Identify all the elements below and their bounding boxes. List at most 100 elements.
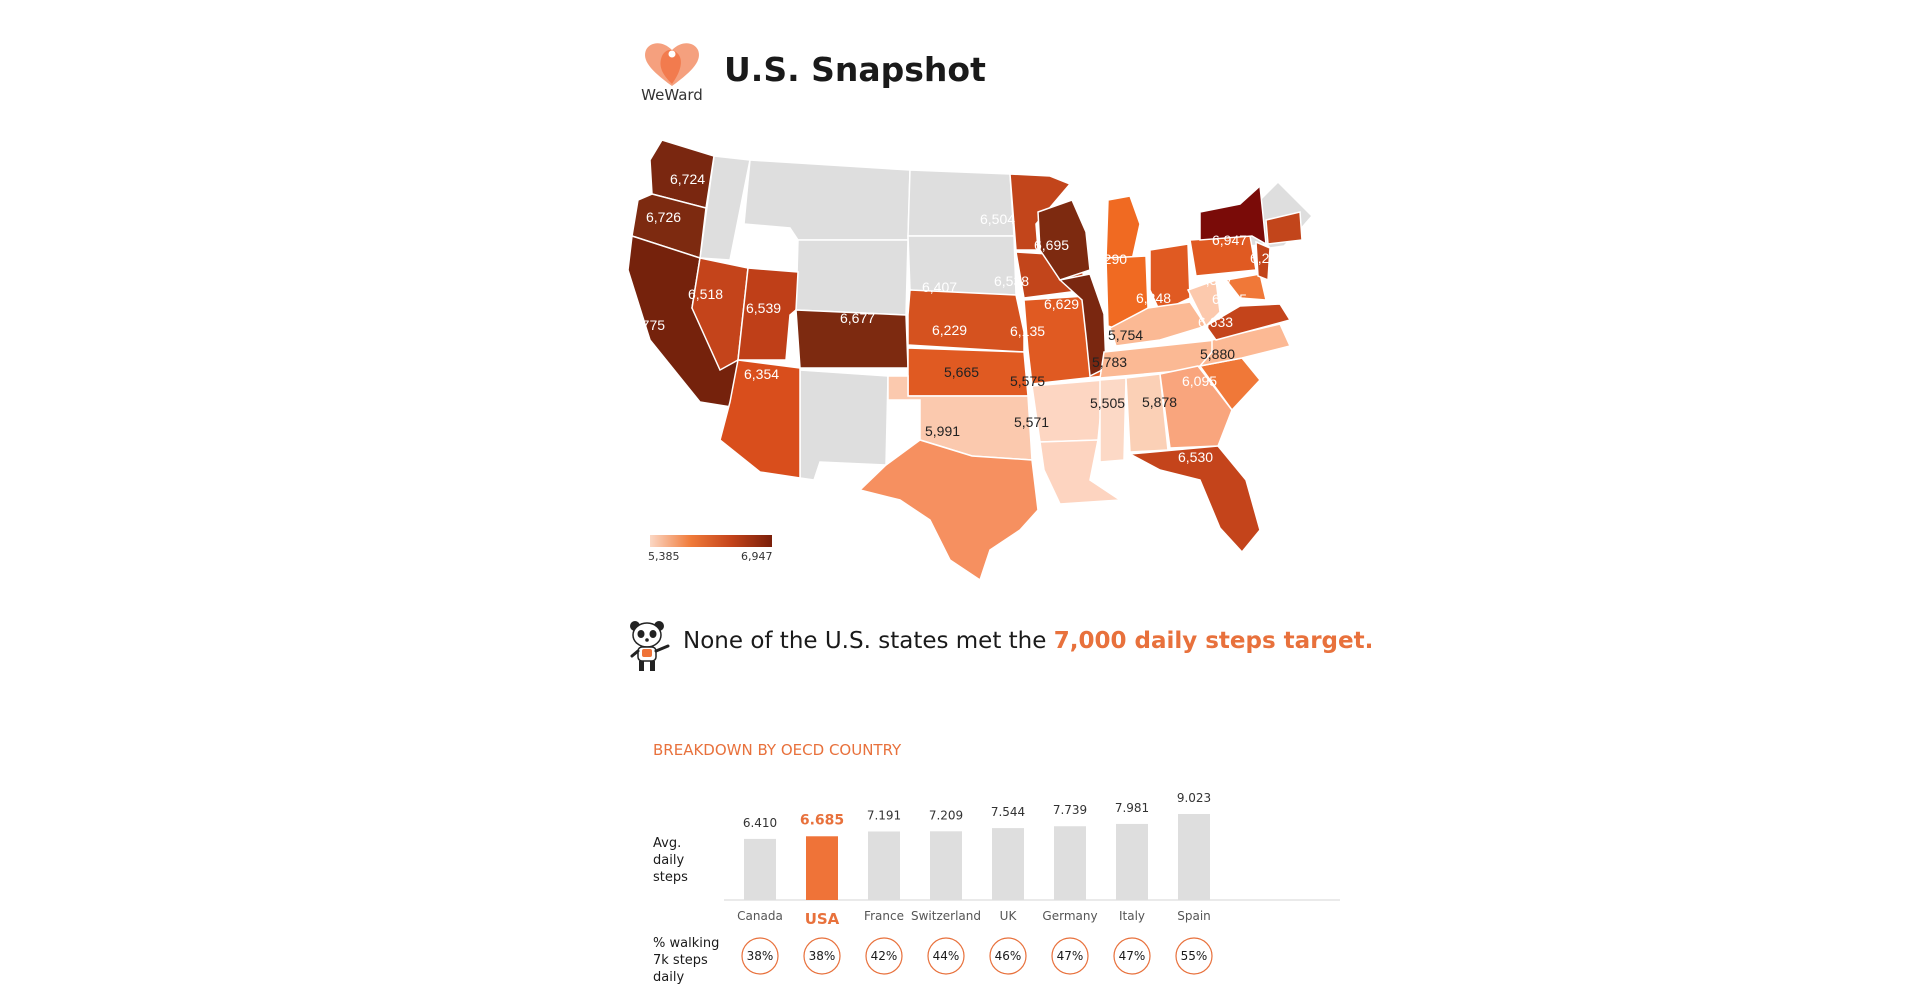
- legend-min-label: 5,385: [648, 550, 680, 563]
- valued-states: [627, 140, 1303, 580]
- message-prefix: None of the U.S. states met the: [683, 628, 1054, 654]
- pct-circle: [1051, 937, 1089, 975]
- pct-circle: [927, 937, 965, 975]
- pct-walking-row-label: % walking 7k steps daily: [653, 935, 719, 986]
- category-label: Switzerland: [911, 909, 981, 923]
- bar-value-label: 7.209: [929, 808, 963, 822]
- pct-circle: [1175, 937, 1213, 975]
- section-title: BREAKDOWN BY OECD COUNTRY: [653, 741, 902, 759]
- state-MT: [743, 159, 911, 241]
- ylabel-line: steps: [653, 870, 688, 885]
- label-MI: 6,290: [1092, 251, 1127, 267]
- state-IL: [1058, 273, 1107, 378]
- label-CA: 6,775: [630, 317, 665, 333]
- pct-walking-label: 46%: [995, 949, 1022, 963]
- category-label: Germany: [1042, 909, 1097, 923]
- pct-circle: [989, 937, 1027, 975]
- state-NY: [1199, 184, 1267, 246]
- state-value-labels: 6,724 6,726 6,775 6,518 6,539 6,354 6,67…: [630, 171, 1285, 465]
- heart-pin-icon: [645, 43, 699, 86]
- avg-daily-steps-row-label: Avg. daily steps: [653, 835, 688, 886]
- label-TN: 5,783: [1092, 354, 1127, 370]
- category-label: Italy: [1119, 909, 1145, 923]
- label-VA: 6,633: [1198, 314, 1233, 330]
- bar-spain: [1178, 814, 1210, 900]
- pct-walking-label: 47%: [1119, 949, 1146, 963]
- bar-value-label: 9.023: [1177, 791, 1211, 805]
- label-NC: 5,880: [1200, 346, 1235, 362]
- bar-canada: [744, 838, 776, 900]
- bar-usa: [806, 836, 838, 900]
- label-SC: 6,095: [1182, 373, 1217, 389]
- pct-walking-label: 38%: [747, 949, 774, 963]
- state-NC: [1198, 323, 1292, 368]
- label-IA: 6,538: [994, 273, 1029, 289]
- state-WY: [795, 239, 909, 316]
- label-LA: 5,571: [1014, 414, 1049, 430]
- ylabel-line: Avg.: [653, 836, 682, 851]
- steps-target-message: None of the U.S. states met the 7,000 da…: [683, 628, 1373, 654]
- pctlabel-line: daily: [653, 970, 685, 985]
- pct-walking-label: 42%: [871, 949, 898, 963]
- label-OH: 6,348: [1136, 290, 1171, 306]
- label-MO: 6,135: [1010, 323, 1045, 339]
- bar-value-label: 6.410: [743, 816, 777, 830]
- weward-logo: [636, 40, 708, 108]
- state-MI: [1105, 195, 1141, 261]
- state-FL: [1127, 445, 1261, 554]
- bar-value-label: 7.544: [991, 805, 1025, 819]
- label-OR: 6,726: [646, 209, 681, 225]
- state-GA: [1159, 365, 1233, 449]
- state-CT-RI-MA: [1265, 211, 1303, 245]
- state-NE: [907, 289, 1025, 353]
- label-IL: 6,629: [1044, 296, 1079, 312]
- state-MD: [1224, 273, 1267, 301]
- ylabel-line: daily: [653, 853, 685, 868]
- label-FL: 6,530: [1178, 449, 1213, 465]
- label-NV: 6,518: [688, 286, 723, 302]
- state-TX: [858, 439, 1039, 580]
- oecd-bar-chart: 6.410 Canada 38% 6.685 USA 38% 7.191 France 42% 7…: [724, 791, 1340, 975]
- state-LA: [1039, 439, 1123, 505]
- category-label: Canada: [737, 909, 783, 923]
- pctlabel-line: % walking: [653, 936, 720, 951]
- category-label: Spain: [1177, 909, 1211, 923]
- category-label: USA: [805, 910, 840, 928]
- pctlabel-line: 7k steps: [653, 953, 708, 968]
- label-OK: 5,665: [944, 364, 979, 380]
- label-KY: 5,754: [1108, 327, 1143, 343]
- bar-italy: [1116, 823, 1148, 900]
- state-WI: [1037, 199, 1091, 281]
- message-highlight: 7,000 daily steps target.: [1053, 628, 1374, 654]
- label-MD: 6,165: [1212, 291, 1247, 307]
- label-UT: 6,539: [746, 300, 781, 316]
- label-MS: 5,505: [1090, 395, 1125, 411]
- label-AL: 5,878: [1142, 394, 1177, 410]
- state-NM: [799, 369, 889, 481]
- state-MS: [1099, 377, 1127, 463]
- state-VA: [1204, 303, 1292, 341]
- pct-walking-label: 44%: [933, 949, 960, 963]
- state-NV: [691, 257, 749, 372]
- state-AR: [1031, 379, 1105, 443]
- bar-switzerland: [930, 831, 962, 900]
- panda-mascot-icon: [630, 621, 670, 671]
- category-label: UK: [1000, 909, 1018, 923]
- bar-germany: [1054, 826, 1086, 900]
- bar-value-label: 7.981: [1115, 801, 1149, 815]
- label-WA: 6,724: [670, 171, 705, 187]
- bar-value-label: 6.685: [800, 812, 844, 828]
- label-NE: 6,407: [922, 279, 957, 295]
- bar-france: [868, 831, 900, 900]
- label-AR: 5,575: [1010, 373, 1045, 389]
- label-PA: 6,327: [1198, 272, 1233, 288]
- label-TX: 5,991: [925, 423, 960, 439]
- label-KS: 6,229: [932, 322, 967, 338]
- category-label: France: [864, 909, 904, 923]
- label-MN: 6,504: [980, 211, 1015, 227]
- bar-group: 6.410 Canada 38% 6.685 USA 38% 7.191 France 42% 7…: [737, 791, 1213, 975]
- bar-uk: [992, 828, 1024, 900]
- us-choropleth-map: 6,724 6,726 6,775 6,518 6,539 6,354 6,67…: [627, 140, 1314, 580]
- pct-walking-label: 38%: [809, 949, 836, 963]
- bar-value-label: 7.191: [867, 808, 901, 822]
